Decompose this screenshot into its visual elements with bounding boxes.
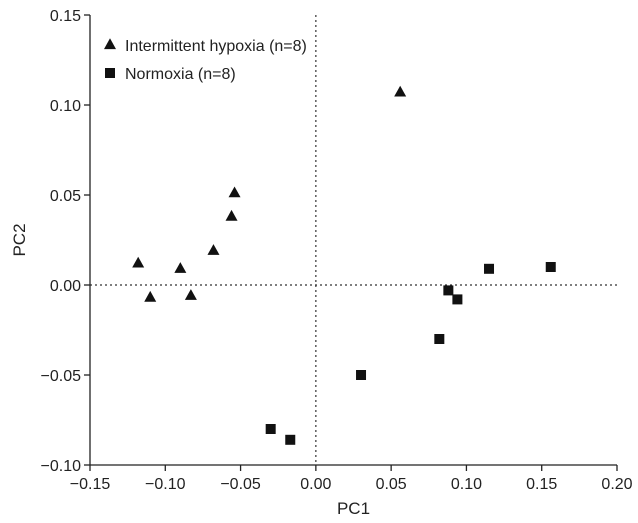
x-tick-label: 0.00 <box>300 476 331 493</box>
normoxia-square-point <box>484 263 495 274</box>
hypoxia-triangle-point <box>394 85 407 97</box>
y-tick-label: −0.05 <box>41 368 82 385</box>
y-tick-label: 0.05 <box>50 188 81 205</box>
y-axis-title: PC2 <box>10 223 29 256</box>
x-axis-title: PC1 <box>337 499 370 518</box>
y-axis-ticks: −0.10 −0.05 0.00 0.05 0.10 0.15 <box>41 8 90 475</box>
x-tick-label: −0.10 <box>145 476 186 493</box>
reference-lines <box>90 15 617 465</box>
normoxia-square-point <box>434 334 445 344</box>
hypoxia-triangle-point <box>132 256 145 268</box>
y-tick-label: 0.00 <box>50 278 81 295</box>
y-tick-label: 0.10 <box>50 98 81 115</box>
legend: Intermittent hypoxia (n=8) Normoxia (n=8… <box>104 38 307 83</box>
x-tick-label: 0.15 <box>526 476 557 493</box>
legend-label-intermittent-hypoxia: Intermittent hypoxia (n=8) <box>125 38 307 55</box>
legend-square-marker <box>105 68 115 78</box>
normoxia-square-point <box>545 262 556 272</box>
x-tick-label: 0.05 <box>376 476 407 493</box>
y-tick-label: −0.10 <box>41 458 82 475</box>
legend-item-normoxia: Normoxia (n=8) <box>105 66 236 83</box>
normoxia-square-point <box>356 370 367 380</box>
legend-triangle-marker <box>104 38 116 50</box>
hypoxia-triangle-point <box>174 262 187 273</box>
y-tick-label: 0.15 <box>50 8 81 25</box>
hypoxia-triangle-point <box>207 244 220 255</box>
normoxia-square-point <box>452 294 463 305</box>
data-points <box>132 85 556 445</box>
hypoxia-triangle-point <box>184 289 197 300</box>
normoxia-square-point <box>443 285 454 296</box>
normoxia-square-point <box>265 424 276 434</box>
normoxia-square-point <box>285 434 296 445</box>
x-tick-label: −0.15 <box>70 476 111 493</box>
hypoxia-triangle-point <box>144 290 157 302</box>
x-tick-label: 0.10 <box>451 476 482 493</box>
x-axis-ticks: −0.15 −0.10 −0.05 0.00 0.05 0.10 0.15 0.20 <box>70 465 633 493</box>
x-tick-label: −0.05 <box>220 476 261 493</box>
legend-item-intermittent-hypoxia: Intermittent hypoxia (n=8) <box>104 38 307 55</box>
legend-label-normoxia: Normoxia (n=8) <box>125 66 236 83</box>
hypoxia-triangle-point <box>225 209 238 221</box>
x-tick-label: 0.20 <box>601 476 632 493</box>
hypoxia-triangle-point <box>228 186 241 198</box>
axes <box>89 15 617 466</box>
